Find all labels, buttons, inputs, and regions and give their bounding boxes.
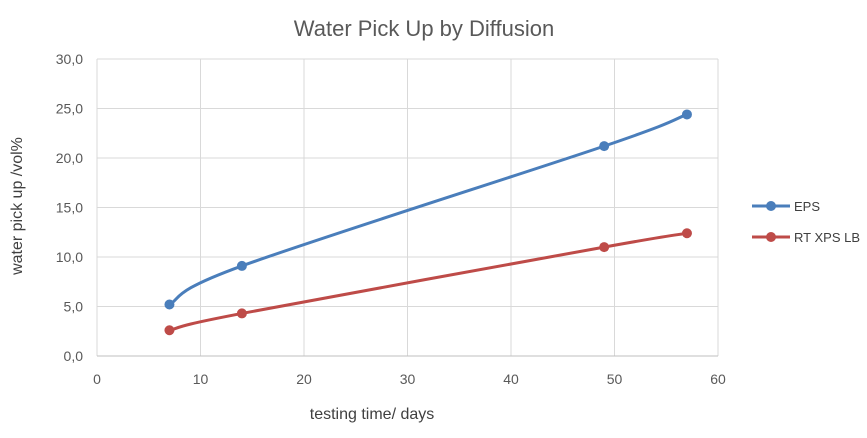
series-line-rt-xps-lb [167,231,689,332]
y-axis-ticks: 0,0 5,0 10,0 15,0 20,0 25,0 30,0 [56,51,83,364]
series-layer [164,109,692,336]
y-tick-label: 20,0 [56,150,83,166]
x-tick-label: 60 [710,371,726,387]
chart-title: Water Pick Up by Diffusion [294,16,554,41]
data-point-eps [164,299,175,310]
y-tick-label: 30,0 [56,51,83,67]
data-point-rt-xps-lb [681,228,692,239]
y-axis-label: water pick up /vol% [9,137,26,276]
x-tick-label: 30 [400,371,416,387]
legend-label-rt-xps-lb: RT XPS LB [794,230,860,245]
x-tick-label: 50 [607,371,623,387]
x-axis-ticks: 0 10 20 30 40 50 60 [93,371,726,387]
x-axis-label: testing time/ days [310,406,435,423]
series-line-eps [167,112,689,307]
y-tick-label: 25,0 [56,101,83,117]
x-tick-label: 20 [296,371,312,387]
legend-marker-rt-xps-lb [766,232,776,242]
legend: EPS RT XPS LB [752,199,860,245]
data-point-eps [681,109,692,120]
grid [96,58,719,357]
legend-label-eps: EPS [794,199,820,214]
data-point-rt-xps-lb [164,325,175,336]
x-tick-label: 40 [503,371,519,387]
data-point-eps [236,260,247,271]
data-point-eps [599,141,610,152]
legend-marker-eps [766,201,776,211]
y-tick-label: 15,0 [56,200,83,216]
x-tick-label: 10 [193,371,209,387]
y-tick-label: 10,0 [56,249,83,265]
data-point-rt-xps-lb [236,308,247,319]
y-tick-label: 0,0 [64,348,84,364]
data-point-rt-xps-lb [599,242,610,253]
y-tick-label: 5,0 [64,299,84,315]
x-tick-label: 0 [93,371,101,387]
